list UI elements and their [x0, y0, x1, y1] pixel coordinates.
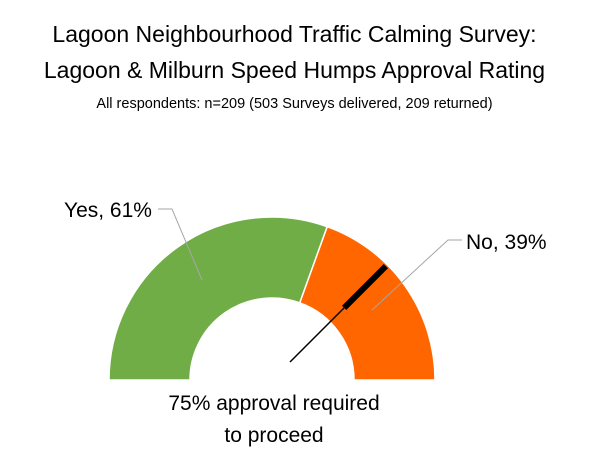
data-label-yes: Yes, 61%: [64, 199, 152, 222]
leader-line-no-path: [371, 239, 462, 311]
gauge-segment-yes: [108, 216, 329, 381]
gauge-segment-no: [298, 225, 436, 381]
chart-subtitle: All respondents: n=209 (503 Surveys deli…: [96, 96, 493, 112]
threshold-note-line-1: 75% approval required: [168, 392, 379, 415]
threshold-note-line-2: to proceed: [224, 424, 323, 447]
leader-line-yes-path: [158, 208, 203, 281]
data-label-no: No, 39%: [466, 231, 547, 254]
chart-title-line-2: Lagoon & Milburn Speed Humps Approval Ra…: [43, 57, 546, 83]
threshold-needle-line: [289, 307, 345, 363]
threshold-needle: [342, 264, 388, 310]
chart-title-line-1: Lagoon Neighbourhood Traffic Calming Sur…: [52, 21, 537, 47]
